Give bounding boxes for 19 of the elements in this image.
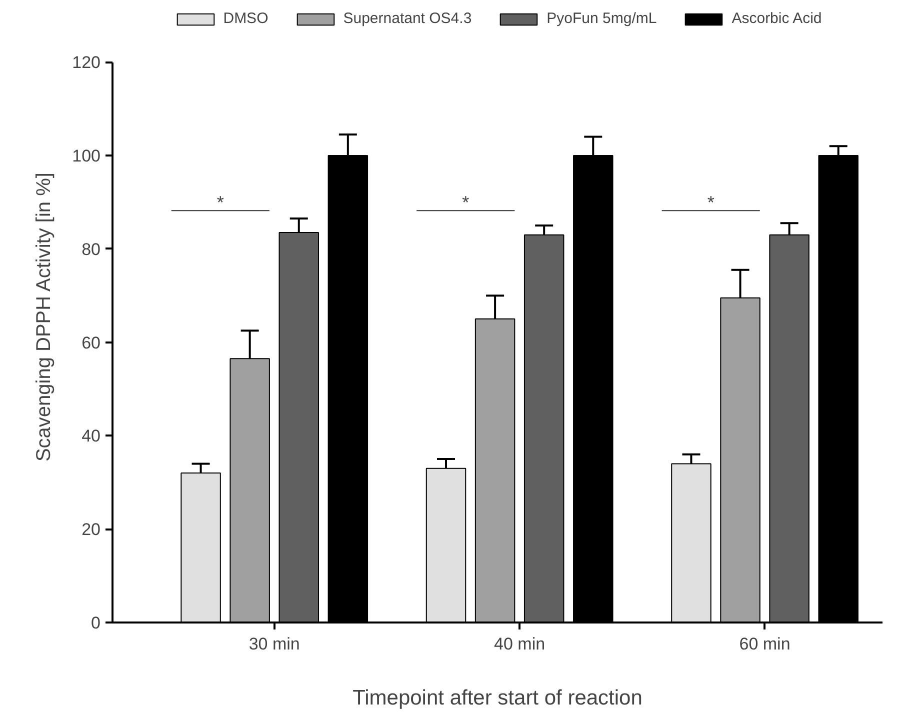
legend-label: DMSO (223, 10, 268, 27)
y-tick-label: 120 (72, 53, 101, 72)
annotation: * (462, 192, 470, 213)
legend-label: Ascorbic Acid (732, 10, 822, 27)
x-tick-label: 30 min (248, 634, 300, 654)
y-tick-label: 40 (82, 426, 101, 446)
annotation: * (216, 192, 224, 213)
x-tick-label: 40 min (494, 634, 546, 654)
x-axis-title: Timepoint after start of reaction (352, 686, 642, 710)
y-tick-label: 100 (72, 146, 101, 166)
y-axis-title: Scavenging DPPH Activity [in %] (33, 172, 56, 462)
legend-label: Supernatant OS4.3 (343, 10, 472, 27)
annotation: * (707, 192, 714, 213)
y-tick-label: 0 (91, 614, 101, 632)
legend-label: PyoFun 5mg/mL (546, 10, 657, 27)
y-tick-label: 80 (82, 240, 101, 259)
x-tick-label: 60 min (739, 634, 790, 654)
y-tick-label: 60 (82, 333, 101, 352)
y-tick-label: 20 (82, 520, 101, 540)
